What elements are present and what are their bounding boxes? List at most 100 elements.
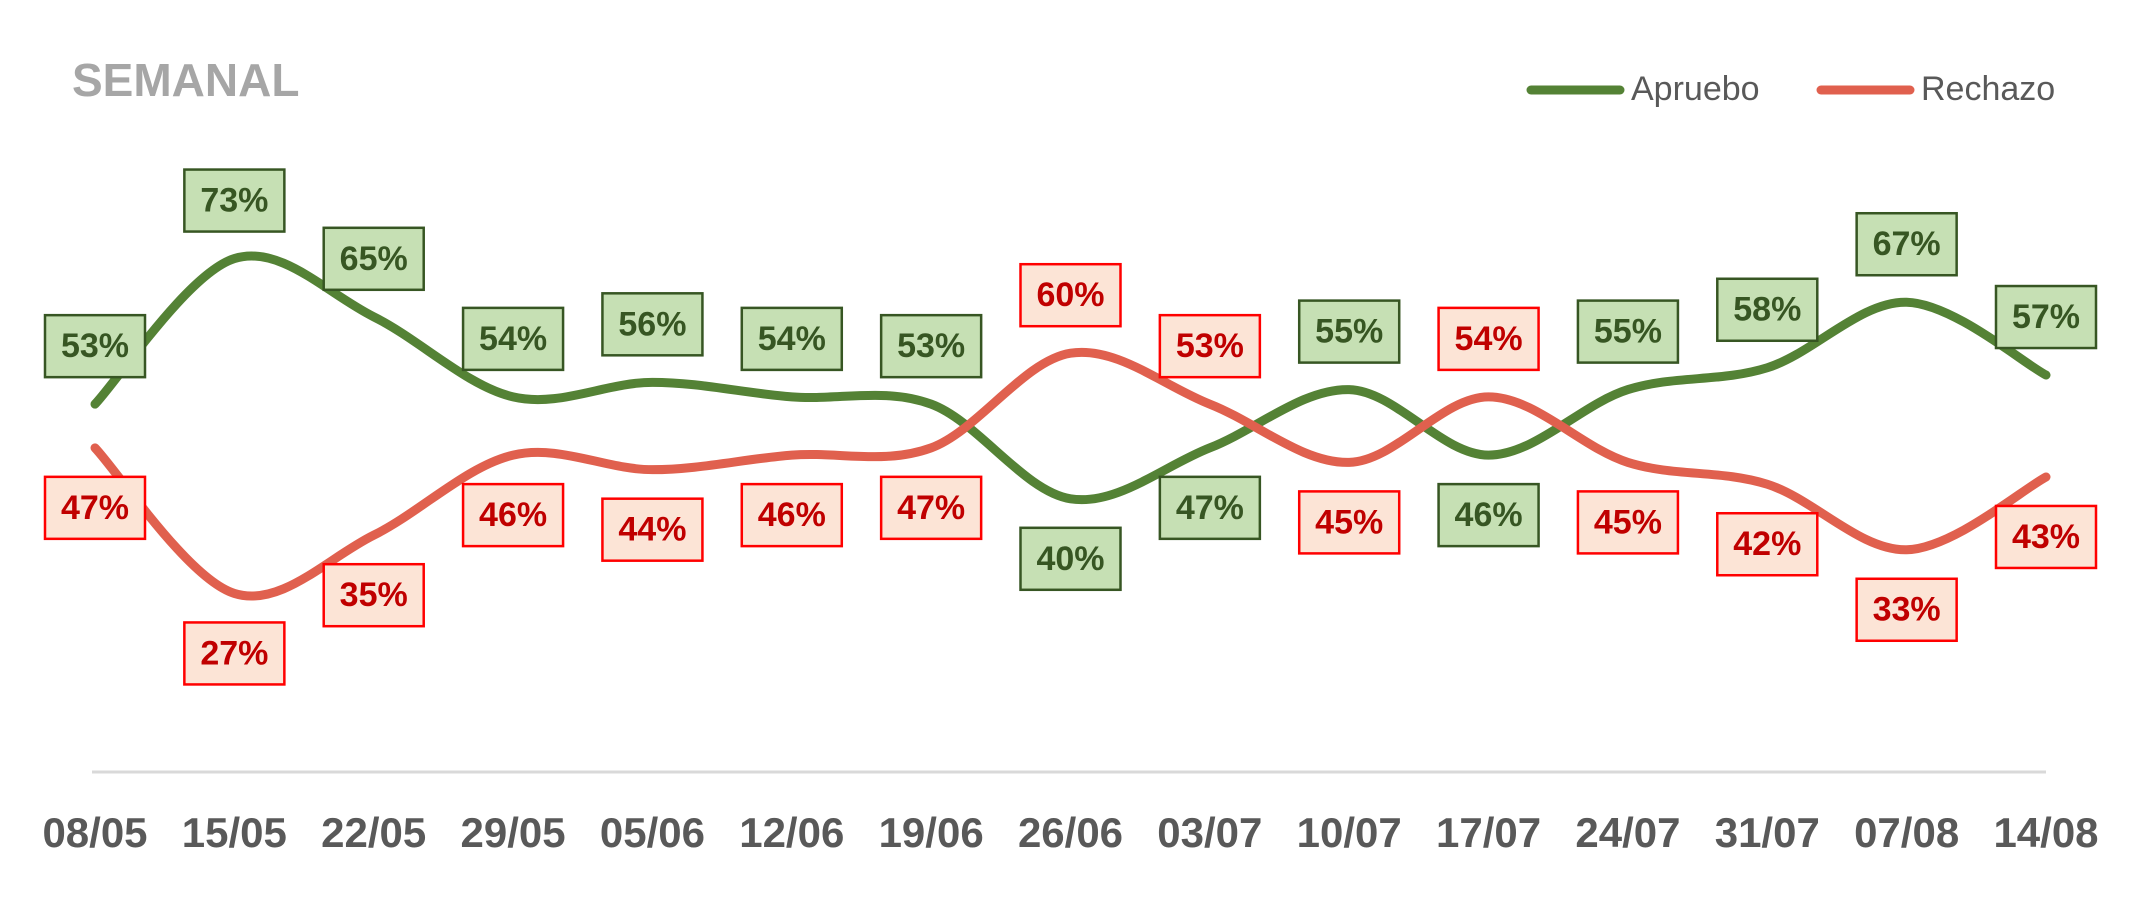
data-label-box (322, 226, 425, 292)
data-label: 55% (1297, 299, 1401, 364)
data-label-text: 47% (897, 489, 965, 527)
data-label-box (1994, 504, 2098, 570)
data-label-text: 46% (758, 496, 826, 534)
x-tick-label: 26/06 (1018, 809, 1123, 856)
legend-label: Apruebo (1631, 70, 1760, 108)
series-line (90, 251, 2051, 505)
data-label-box (1576, 299, 1680, 364)
data-label: 58% (1716, 277, 1819, 343)
data-label: 53% (879, 313, 983, 379)
data-label-box (601, 292, 704, 357)
chart-title: SEMANAL (72, 54, 299, 106)
data-label: 47% (43, 475, 147, 541)
data-label-box (879, 313, 983, 379)
data-label-box (1019, 262, 1122, 328)
data-label-box (43, 475, 147, 541)
data-label-box (1855, 577, 1958, 643)
data-label: 53% (1158, 313, 1262, 379)
data-label-text: 47% (1176, 489, 1244, 527)
x-tick-label: 05/06 (600, 809, 705, 856)
data-label: 57% (1994, 284, 2098, 350)
data-label-box (1716, 511, 1819, 577)
data-label-box (183, 168, 286, 233)
series-line (90, 347, 2051, 601)
data-label: 53% (43, 313, 147, 379)
data-label: 73% (183, 168, 286, 233)
x-tick-label: 12/06 (739, 809, 844, 856)
data-label: 27% (183, 621, 286, 686)
data-label-box (1855, 211, 1958, 277)
data-label-text: 54% (479, 320, 547, 358)
data-label: 43% (1994, 504, 2098, 570)
data-label-box (1019, 526, 1122, 592)
data-label-box (322, 562, 425, 628)
data-label-text: 67% (1873, 225, 1941, 263)
data-label-box (1437, 306, 1540, 372)
x-tick-label: 07/08 (1854, 809, 1959, 856)
data-label: 47% (879, 475, 983, 541)
data-label-box (1297, 299, 1401, 364)
data-label-box (1158, 313, 1262, 379)
x-tick-label: 22/05 (321, 809, 426, 856)
data-label-box (1994, 284, 2098, 350)
data-label-box (1437, 482, 1540, 548)
data-label: 33% (1855, 577, 1958, 643)
data-label: 67% (1855, 211, 1958, 277)
data-label-box (740, 306, 844, 372)
legend-label: Rechazo (1921, 70, 2055, 108)
data-label-box (1158, 475, 1262, 541)
data-label: 46% (461, 482, 565, 548)
data-label-box (461, 306, 565, 372)
data-label: 44% (601, 497, 704, 562)
data-label: 55% (1576, 299, 1680, 364)
data-label: 42% (1716, 511, 1819, 577)
x-tick-label: 17/07 (1436, 809, 1541, 856)
x-tick-label: 14/08 (1993, 809, 2098, 856)
data-label-text: 65% (340, 240, 408, 278)
x-tick-label: 15/05 (182, 809, 287, 856)
data-label: 40% (1019, 526, 1122, 592)
data-label-text: 45% (1594, 503, 1662, 541)
data-label-text: 58% (1733, 291, 1801, 329)
data-label: 46% (1437, 482, 1540, 548)
data-label: 54% (461, 306, 565, 372)
data-label-text: 33% (1873, 591, 1941, 629)
data-label: 56% (601, 292, 704, 357)
data-label: 45% (1297, 490, 1401, 555)
data-label-text: 54% (1455, 320, 1523, 358)
data-label: 54% (740, 306, 844, 372)
data-label-text: 73% (200, 182, 268, 220)
data-label: 65% (322, 226, 425, 292)
data-label: 46% (740, 482, 844, 548)
data-label-text: 44% (618, 511, 686, 549)
data-label-text: 57% (2012, 298, 2080, 336)
data-label: 60% (1019, 262, 1122, 328)
data-label-text: 56% (618, 305, 686, 343)
x-tick-label: 08/05 (42, 809, 147, 856)
data-label-box (1297, 490, 1401, 555)
data-label: 47% (1158, 475, 1262, 541)
x-tick-label: 10/07 (1297, 809, 1402, 856)
data-label-text: 53% (1176, 327, 1244, 365)
data-label-text: 53% (897, 327, 965, 365)
data-label-text: 55% (1315, 313, 1383, 351)
data-label-text: 35% (340, 576, 408, 614)
data-label-text: 60% (1036, 276, 1104, 314)
data-label-box (740, 482, 844, 548)
data-label-text: 45% (1315, 503, 1383, 541)
x-tick-label: 29/05 (461, 809, 566, 856)
data-label-text: 54% (758, 320, 826, 358)
data-label-box (601, 497, 704, 562)
data-label-text: 40% (1036, 540, 1104, 578)
data-label-box (43, 313, 147, 379)
data-label-box (1716, 277, 1819, 343)
data-label: 45% (1576, 490, 1680, 555)
data-label-text: 42% (1733, 525, 1801, 563)
x-tick-label: 19/06 (879, 809, 984, 856)
data-label-box (879, 475, 983, 541)
x-tick-label: 24/07 (1575, 809, 1680, 856)
data-label-box (183, 621, 286, 686)
x-tick-label: 03/07 (1157, 809, 1262, 856)
data-label: 35% (322, 562, 425, 628)
